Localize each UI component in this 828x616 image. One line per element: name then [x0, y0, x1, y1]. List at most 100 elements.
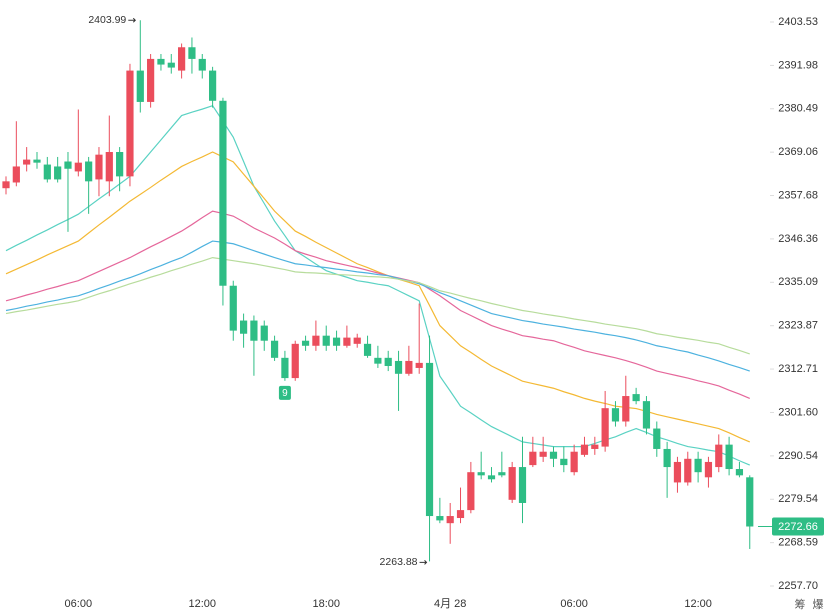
candle-body: [653, 428, 661, 449]
candle-body: [622, 396, 630, 422]
plot-area: [2, 20, 754, 562]
candle-body: [456, 510, 465, 519]
candle-body: [126, 70, 134, 177]
candle-body: [74, 162, 82, 172]
candle-body: [23, 159, 31, 165]
x-tick-label: 12:00: [189, 598, 217, 610]
y-tick-label: 2369.06: [778, 146, 818, 158]
candle-body: [508, 467, 516, 500]
candle-body: [549, 451, 558, 459]
candle-body: [43, 164, 51, 180]
candle-body: [415, 362, 423, 368]
candle-body: [394, 360, 403, 374]
candle-body: [611, 408, 620, 422]
candle-body: [405, 360, 413, 374]
candle-body: [363, 343, 372, 356]
x-tick-label: 4月 28: [434, 598, 466, 610]
candle-body: [2, 181, 10, 189]
candle-body: [487, 475, 496, 480]
candle-body: [694, 458, 702, 473]
candle-body: [270, 340, 279, 358]
candle-body: [570, 451, 578, 473]
price-badge: [772, 517, 824, 536]
candle-body: [136, 70, 144, 102]
candle-body: [178, 47, 186, 71]
candle-body: [33, 159, 41, 163]
candle-body: [467, 472, 475, 511]
x-tick-label: 06:00: [560, 598, 588, 610]
candle-body: [539, 451, 547, 457]
candle-body: [560, 458, 568, 466]
candle-body: [105, 151, 113, 182]
ma-line: [5, 210, 750, 399]
candle-body: [312, 335, 320, 346]
candle-body: [384, 357, 392, 367]
candle-body: [518, 467, 527, 503]
y-tick-label: 2335.09: [778, 276, 818, 288]
candle-body: [157, 58, 165, 65]
candle-body: [591, 444, 599, 449]
candle-body: [85, 161, 93, 182]
candle-body: [167, 62, 175, 68]
candle-body: [477, 472, 485, 476]
y-tick-label: 2301.60: [778, 406, 818, 418]
candle-body: [746, 477, 754, 527]
candle-body: [725, 444, 733, 470]
toolbar-icon: 筹: [795, 597, 806, 611]
candle-body: [529, 451, 537, 466]
candle-body: [715, 444, 723, 468]
y-tick-label: 2290.54: [778, 450, 818, 462]
candle-body: [332, 337, 341, 346]
candle-body: [446, 516, 454, 524]
x-tick-label: 18:00: [312, 598, 340, 610]
candle-body: [343, 337, 351, 346]
candle-body: [54, 166, 62, 180]
candle-body: [353, 337, 361, 344]
y-tick-label: 2391.98: [778, 59, 818, 71]
candle-body: [735, 469, 744, 476]
candle-body: [673, 461, 682, 483]
candle-body: [229, 285, 237, 331]
candle-body: [374, 357, 382, 364]
high-label: 2403.99: [88, 14, 126, 26]
x-tick-label: 12:00: [684, 598, 712, 610]
candle-body: [436, 516, 444, 521]
low-arrow: [419, 560, 428, 565]
candle-body: [64, 161, 72, 169]
candle-body: [219, 100, 227, 286]
candle-body: [642, 401, 651, 429]
y-tick-label: 2346.36: [778, 233, 818, 245]
candle-body: [425, 362, 434, 517]
candle-body: [281, 357, 289, 379]
candle-body: [147, 58, 155, 102]
candle-body: [632, 394, 640, 402]
candle-body: [116, 151, 124, 177]
y-tick-label: 2257.70: [778, 580, 818, 592]
toolbar-icon: 爆: [813, 597, 824, 611]
candle-body: [188, 47, 196, 59]
candle-body: [704, 461, 713, 478]
x-tick-label: 06:00: [65, 598, 93, 610]
y-tick-label: 2312.71: [778, 363, 818, 375]
candle-body: [12, 166, 20, 183]
candle-body: [260, 325, 268, 341]
price-label: 2272.66: [778, 521, 818, 533]
y-tick-label: 2357.68: [778, 189, 818, 201]
candle-body: [301, 340, 310, 346]
y-tick-label: 2279.54: [778, 493, 818, 505]
low-label: 2263.88: [380, 556, 418, 568]
candle-body: [498, 472, 506, 476]
candle-body: [209, 70, 217, 101]
y-tick-label: 2403.53: [778, 16, 818, 28]
candle-body: [250, 320, 258, 341]
candle-body: [580, 444, 589, 455]
candle-body: [663, 448, 671, 468]
y-tick-label: 2380.49: [778, 103, 818, 115]
ma-line: [5, 240, 750, 372]
candle-body: [684, 458, 692, 483]
y-tick-label: 2323.87: [778, 320, 818, 332]
ma-line: [5, 256, 750, 355]
candle-body: [198, 58, 206, 71]
